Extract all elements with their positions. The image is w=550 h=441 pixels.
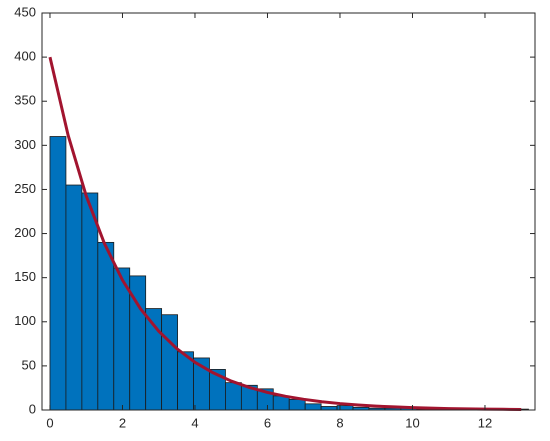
y-tick-label: 400 <box>14 49 36 64</box>
x-tick-label: 8 <box>336 415 343 430</box>
bar <box>304 403 322 411</box>
y-tick-label: 350 <box>14 93 36 108</box>
bar <box>225 382 242 411</box>
axes-box <box>41 12 536 411</box>
bar <box>288 399 306 411</box>
y-tick-label: 450 <box>14 4 36 19</box>
y-tick-label: 150 <box>14 269 36 284</box>
x-tick-label: 10 <box>405 415 419 430</box>
y-tick-label: 200 <box>14 225 36 240</box>
x-tick-label: 2 <box>119 415 126 430</box>
bar <box>49 136 67 411</box>
bar <box>97 241 115 411</box>
x-tick-label: 12 <box>478 415 492 430</box>
bar <box>81 192 99 411</box>
fit-curve <box>48 56 522 411</box>
x-tick-label: 6 <box>264 415 271 430</box>
y-tick-label: 250 <box>14 181 36 196</box>
bar <box>161 314 178 411</box>
y-tick-label: 300 <box>14 137 36 152</box>
y-tick-label: 100 <box>14 313 36 328</box>
bar <box>65 184 83 411</box>
y-tick-label: 50 <box>22 357 36 372</box>
x-tick-label: 4 <box>191 415 198 430</box>
x-tick-label: 0 <box>46 415 53 430</box>
bar <box>336 405 354 411</box>
bar <box>320 406 338 411</box>
y-tick-label: 0 <box>29 401 36 416</box>
